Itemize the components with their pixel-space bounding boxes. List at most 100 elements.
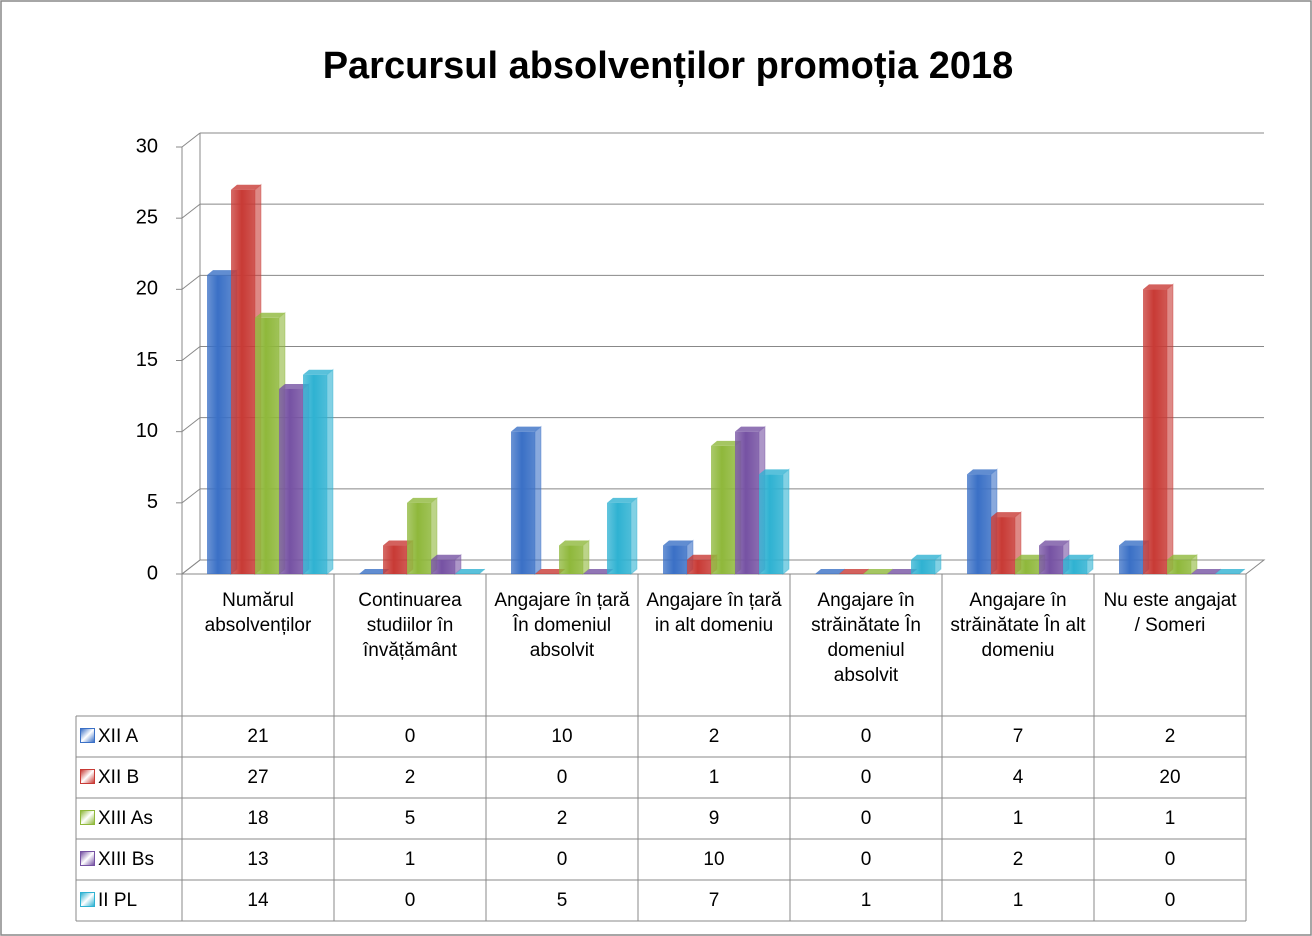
y-tick-label: 20 <box>136 278 158 300</box>
legend-key <box>80 892 95 907</box>
y-tick-label: 5 <box>147 491 158 513</box>
bar-top <box>759 469 789 475</box>
data-label: 2 <box>404 767 416 788</box>
bar-top <box>383 540 413 546</box>
bar-top <box>1119 540 1149 546</box>
data-label: 1 <box>708 767 720 788</box>
grid-diag <box>181 346 201 361</box>
y-tick-label: 30 <box>136 135 158 157</box>
grid-diag <box>181 132 201 148</box>
bar <box>1039 545 1063 574</box>
bar <box>711 445 735 574</box>
bar-top <box>967 469 997 475</box>
bar <box>207 275 231 574</box>
data-label: 0 <box>860 849 872 870</box>
bar-top <box>511 426 541 432</box>
y-tick-label: 25 <box>136 206 158 228</box>
bar-top <box>839 569 869 574</box>
y-tick-label: 15 <box>136 349 158 371</box>
bar-top <box>711 440 741 446</box>
grid-diag <box>181 203 201 219</box>
data-label: 0 <box>1164 849 1176 870</box>
bar-top <box>455 569 485 574</box>
data-label: 0 <box>860 808 872 829</box>
bar <box>303 374 327 574</box>
y-tick-label: 10 <box>136 420 158 442</box>
data-label: 0 <box>404 726 416 747</box>
data-label: 2 <box>1012 849 1024 870</box>
legend-label: XIII As <box>98 808 153 829</box>
data-label: 7 <box>1012 726 1024 747</box>
grid-diag <box>181 488 201 504</box>
bar <box>431 559 455 574</box>
bar <box>663 545 687 574</box>
bar-top <box>535 569 565 574</box>
legend-label: XII A <box>98 726 139 747</box>
legend-key <box>80 851 95 866</box>
bar-side <box>534 425 542 576</box>
bar-top <box>1143 284 1173 290</box>
bar <box>1167 559 1191 574</box>
bar <box>607 502 631 574</box>
legend-label: XII B <box>98 767 140 788</box>
legend-label: II PL <box>98 890 138 911</box>
data-label: 0 <box>860 726 872 747</box>
data-label: 0 <box>556 767 568 788</box>
bar-top <box>207 270 237 276</box>
legend-entry: XIII Bs <box>80 839 180 880</box>
data-label: 0 <box>1164 890 1176 911</box>
bar-top <box>1167 554 1197 560</box>
data-label: 1 <box>860 890 872 911</box>
data-label: 1 <box>1012 808 1024 829</box>
x-tick-label: Nu este angajat / Someri <box>1103 590 1237 636</box>
x-tick-label: Angajare în țară În domeniul absolvit <box>494 590 630 661</box>
data-label: 1 <box>404 849 416 870</box>
bar <box>687 559 711 574</box>
bar <box>991 517 1015 574</box>
bar-top <box>911 554 941 560</box>
bar-top <box>407 497 437 503</box>
bar <box>279 388 303 574</box>
data-label: 0 <box>556 849 568 870</box>
bar <box>383 545 407 574</box>
data-label: 2 <box>708 726 720 747</box>
data-label: 5 <box>404 808 416 829</box>
data-label: 10 <box>551 726 573 747</box>
y-tick-label: 0 <box>147 562 158 584</box>
data-label: 1 <box>1164 808 1176 829</box>
data-label: 2 <box>556 808 568 829</box>
data-label: 0 <box>404 890 416 911</box>
bar-top <box>1191 569 1221 574</box>
data-label: 2 <box>1164 726 1176 747</box>
bar-top <box>815 569 845 574</box>
data-label: 18 <box>247 808 269 829</box>
bar-top <box>583 569 613 574</box>
data-label: 13 <box>247 849 269 870</box>
legend-entry: XIII As <box>80 798 180 839</box>
data-label: 21 <box>247 726 269 747</box>
bar <box>967 474 991 574</box>
bar-top <box>607 497 637 503</box>
bar-top <box>1039 540 1069 546</box>
legend-key <box>80 728 95 743</box>
legend-entry: XII B <box>80 757 180 798</box>
bar <box>759 474 783 574</box>
bar-top <box>559 540 589 546</box>
data-label: 7 <box>708 890 720 911</box>
data-label: 10 <box>703 849 725 870</box>
data-label: 14 <box>247 890 269 911</box>
bar <box>1143 289 1167 574</box>
bar-top <box>863 569 893 574</box>
data-label: 9 <box>708 808 720 829</box>
bar-side <box>1166 283 1174 576</box>
bar-side <box>326 368 334 576</box>
bar <box>1063 559 1087 574</box>
legend-key <box>80 810 95 825</box>
legend-label: XIII Bs <box>98 849 154 870</box>
chart-title: Parcursul absolvenților promoția 2018 <box>323 45 1014 87</box>
bar-top <box>1215 569 1245 574</box>
bar-top <box>231 184 261 190</box>
bar-top <box>279 383 309 389</box>
